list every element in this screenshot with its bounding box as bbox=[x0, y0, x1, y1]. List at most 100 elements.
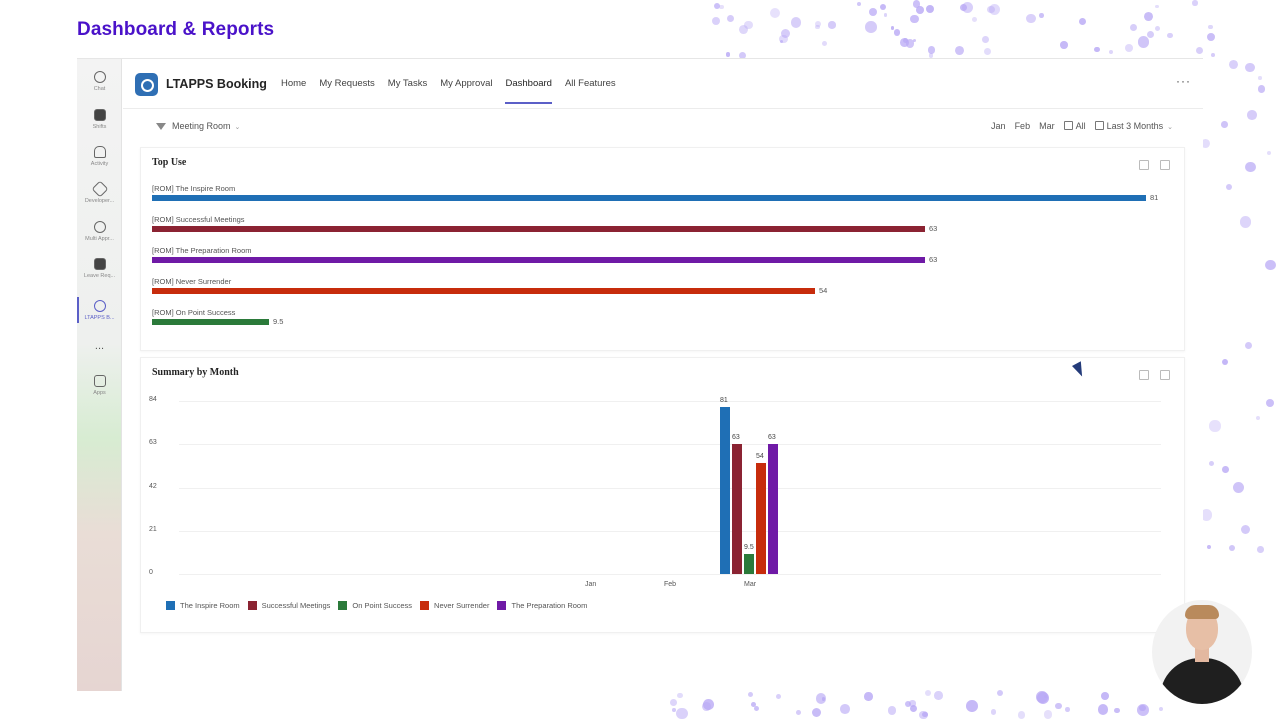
column-bar[interactable] bbox=[732, 444, 742, 574]
legend-swatch bbox=[338, 601, 348, 610]
decorative-dot bbox=[865, 21, 877, 33]
legend-label: Never Surrender bbox=[434, 601, 490, 610]
tab-my-tasks[interactable]: My Tasks bbox=[387, 78, 428, 89]
legend-label: The Inspire Room bbox=[180, 601, 240, 610]
bar-chart-icon[interactable] bbox=[1139, 370, 1149, 380]
category-filter[interactable]: Meeting Room ⌄ bbox=[156, 121, 240, 131]
decorative-dot bbox=[1233, 482, 1245, 494]
tab-all-features[interactable]: All Features bbox=[564, 78, 616, 89]
decorative-dot bbox=[1208, 461, 1215, 467]
rail-label: Developer... bbox=[84, 198, 115, 204]
chevron-down-icon: ⌄ bbox=[234, 124, 241, 131]
rail-item-more[interactable]: ... bbox=[94, 340, 105, 352]
decorative-dot bbox=[893, 28, 901, 36]
card-tools bbox=[1139, 370, 1170, 380]
decorative-dot bbox=[1244, 341, 1253, 350]
month-mar-button[interactable]: Mar bbox=[1039, 121, 1055, 131]
decorative-dot bbox=[1114, 707, 1120, 714]
rail-active-indicator bbox=[77, 297, 79, 323]
decorative-dot bbox=[1209, 420, 1221, 432]
decorative-dot bbox=[739, 25, 749, 35]
rail-item-apps[interactable]: Apps bbox=[77, 375, 122, 396]
tab-dashboard[interactable]: Dashboard bbox=[505, 78, 553, 104]
column-value-label: 54 bbox=[756, 453, 764, 460]
decorative-dot bbox=[915, 6, 924, 15]
decorative-dot bbox=[1195, 46, 1204, 54]
decorative-dot bbox=[1060, 41, 1068, 49]
decorative-dot bbox=[1208, 24, 1213, 30]
decorative-dot bbox=[1257, 85, 1266, 93]
decorative-dot bbox=[828, 21, 836, 29]
column-bar[interactable] bbox=[744, 554, 754, 574]
month-jan-button[interactable]: Jan bbox=[991, 121, 1006, 131]
tab-home[interactable]: Home bbox=[281, 78, 307, 89]
decorative-dot bbox=[814, 20, 822, 28]
x-tick-label: Mar bbox=[744, 581, 757, 588]
decorative-dot bbox=[982, 35, 990, 43]
rail-item-developer[interactable]: Developer... bbox=[77, 180, 122, 204]
category-filter-value: Meeting Room bbox=[172, 121, 231, 131]
top-use-bar[interactable] bbox=[152, 288, 815, 294]
decorative-dot bbox=[702, 702, 712, 712]
decorative-dot bbox=[1257, 546, 1264, 553]
column-bar[interactable] bbox=[768, 444, 778, 574]
rail-item-ltapps-booking[interactable]: LTAPPS B... bbox=[77, 300, 122, 321]
decorative-dot bbox=[989, 4, 1001, 16]
rail-item-activity[interactable]: Activity bbox=[77, 146, 122, 167]
y-tick-label: 21 bbox=[149, 526, 157, 533]
bar-value-label: 9.5 bbox=[273, 317, 284, 326]
legend-item[interactable]: Successful Meetings bbox=[247, 601, 330, 610]
ltapps-icon bbox=[93, 300, 106, 312]
table-view-icon[interactable] bbox=[1160, 370, 1170, 380]
decorative-dot bbox=[779, 40, 784, 44]
bar-chart-icon[interactable] bbox=[1139, 160, 1149, 170]
decorative-dot bbox=[1239, 215, 1252, 228]
decorative-dot bbox=[1017, 711, 1026, 719]
rail-item-leave-request[interactable]: Leave Req... bbox=[77, 258, 122, 279]
top-use-bar[interactable] bbox=[152, 195, 1146, 201]
decorative-dot bbox=[1043, 695, 1047, 699]
table-view-icon[interactable] bbox=[1160, 160, 1170, 170]
tab-my-approval[interactable]: My Approval bbox=[440, 78, 493, 89]
decorative-dot bbox=[671, 708, 676, 712]
decorative-dot bbox=[909, 704, 917, 712]
decorative-dot bbox=[983, 47, 991, 55]
decorative-dot bbox=[1139, 704, 1146, 711]
decorative-dot bbox=[910, 14, 919, 23]
decorative-dot bbox=[1065, 707, 1070, 713]
decorative-dot bbox=[719, 4, 724, 10]
legend-item[interactable]: On Point Success bbox=[338, 601, 412, 610]
decorative-dot bbox=[909, 700, 916, 707]
decorative-dot bbox=[703, 699, 714, 711]
bar-value-label: 63 bbox=[929, 255, 938, 264]
decorative-dots-bottom bbox=[670, 690, 1170, 720]
rail-label: Activity bbox=[90, 161, 109, 167]
top-use-bar[interactable] bbox=[152, 319, 269, 325]
app-rail: Chat Shifts Activity Developer... Multi … bbox=[77, 59, 122, 691]
decorative-dot bbox=[725, 52, 731, 57]
legend-swatch bbox=[247, 601, 257, 610]
scope-all-button[interactable]: All bbox=[1063, 121, 1086, 131]
decorative-dot bbox=[1101, 692, 1110, 700]
rail-item-multi-approval[interactable]: Multi Appr... bbox=[77, 221, 122, 242]
top-use-bar[interactable] bbox=[152, 257, 925, 263]
app-logo-icon bbox=[135, 73, 158, 96]
decorative-dot bbox=[887, 706, 897, 715]
month-feb-button[interactable]: Feb bbox=[1014, 121, 1031, 131]
top-use-bar[interactable] bbox=[152, 226, 925, 232]
column-bar[interactable] bbox=[720, 407, 730, 574]
legend-item[interactable]: Never Surrender bbox=[420, 601, 489, 610]
column-bar[interactable] bbox=[756, 463, 766, 574]
rail-item-chat[interactable]: Chat bbox=[77, 71, 122, 92]
rail-item-shifts[interactable]: Shifts bbox=[77, 109, 122, 130]
legend-item[interactable]: The Preparation Room bbox=[497, 601, 587, 610]
decorative-dot bbox=[714, 3, 721, 10]
range-dropdown[interactable]: Last 3 Months ⌄ bbox=[1094, 121, 1173, 131]
grid-line bbox=[179, 488, 1161, 489]
decorative-dot bbox=[890, 26, 895, 30]
decorative-dot bbox=[905, 39, 914, 48]
chart-legend: The Inspire Room Successful Meetings On … bbox=[166, 601, 587, 610]
more-options-icon[interactable]: ··· bbox=[1176, 74, 1191, 88]
legend-item[interactable]: The Inspire Room bbox=[166, 601, 240, 610]
tab-my-requests[interactable]: My Requests bbox=[319, 78, 375, 89]
